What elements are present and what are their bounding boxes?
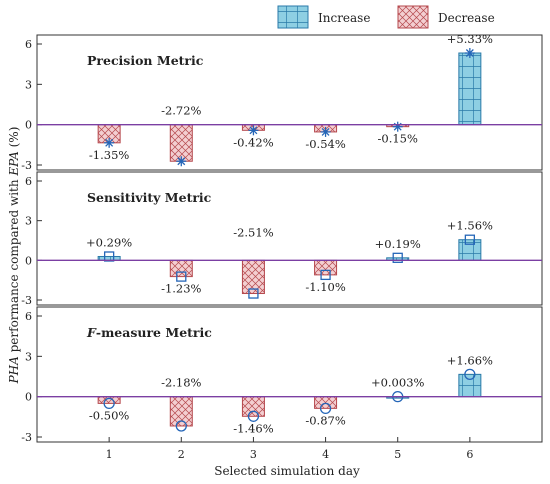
marker-star [176, 156, 187, 167]
y-tick-label: 3 [25, 78, 32, 91]
panel-frame [36, 306, 543, 443]
y-tick-label: 6 [25, 310, 32, 323]
marker-star [320, 126, 331, 137]
marker-star-stroke [249, 126, 258, 135]
x-tick-label: 4 [322, 448, 329, 461]
bar-day-6 [458, 373, 482, 398]
chart-panels: -3 0 3 6 -1.35% -2.72% -0.42% -0.54% -0.15% +5.33… [21, 32, 543, 461]
data-label-day-1: +0.29% [86, 235, 132, 249]
data-label-day-5: +0.19% [375, 237, 421, 251]
data-label-day-3: -0.42% [233, 135, 273, 149]
legend-swatch-decrease [397, 5, 429, 29]
bar-day-2 [169, 259, 193, 278]
x-tick-label: 5 [394, 448, 401, 461]
data-label-day-6: +5.33% [447, 32, 493, 46]
x-tick-label: 1 [106, 448, 113, 461]
y-tick-label: -3 [21, 431, 32, 444]
y-axis-label-unit: (%) [7, 127, 21, 152]
y-tick-label: 0 [25, 254, 32, 267]
y-tick-label: -3 [21, 294, 32, 307]
panel-title-text: Sensitivity Metric [87, 190, 212, 205]
marker-circle [319, 402, 332, 415]
data-label-day-2: -2.18% [161, 376, 201, 390]
data-label-day-6: +1.66% [447, 353, 493, 367]
marker-square [176, 271, 187, 282]
marker-star [248, 125, 259, 136]
legend-label-decrease: Decrease [438, 11, 495, 25]
marker-circle [175, 420, 187, 432]
marker-square [392, 252, 403, 263]
marker-star-stroke [177, 157, 186, 166]
data-label-day-4: -1.10% [305, 280, 345, 294]
x-tick-label: 3 [250, 448, 257, 461]
marker-star-stroke [465, 49, 474, 57]
data-label-day-2: -2.72% [161, 104, 201, 118]
marker-star [464, 48, 475, 59]
bar-day-6 [458, 239, 482, 261]
marker-square [320, 269, 331, 281]
marker-square [464, 234, 476, 245]
bar-day-1 [97, 396, 121, 404]
panel-title-text: -measure Metric [96, 325, 212, 340]
marker-circle [464, 368, 476, 380]
legend-swatch-increase [277, 5, 309, 29]
y-axis-label: PHA performance compared with EPA (%) [7, 127, 21, 385]
y-tick-label: 0 [25, 119, 32, 132]
bar-day-3 [241, 396, 265, 417]
y-tick-label: 3 [25, 350, 32, 363]
data-label-day-3: -2.51% [233, 225, 273, 239]
x-axis-label: Selected simulation day [214, 464, 360, 478]
panel-title: Sensitivity Metric [87, 190, 212, 205]
y-axis-label-epa: EPA [7, 151, 21, 177]
y-tick-label: 3 [25, 215, 32, 228]
y-tick-label: 6 [25, 38, 32, 51]
panel-title: F-measure Metric [86, 325, 212, 340]
panel-frame [36, 34, 543, 171]
marker-star [392, 121, 403, 132]
data-label-day-5: +0.003% [371, 376, 425, 390]
data-label-day-1: -1.35% [89, 148, 129, 162]
y-tick-label: 0 [25, 391, 32, 404]
data-label-day-4: -0.54% [305, 137, 345, 151]
bar-day-2 [169, 124, 193, 162]
marker-square [248, 288, 259, 299]
bar-day-4 [314, 259, 338, 276]
panel-title-italic: F [86, 325, 97, 340]
panel-1: -3 0 3 6 -1.35% -2.72% -0.42% -0.54% -0.15% +5.33… [21, 32, 543, 172]
x-tick-label: 6 [466, 448, 473, 461]
y-tick-label: 6 [25, 175, 32, 188]
data-label-day-6: +1.56% [447, 219, 493, 233]
legend-label-increase: Increase [318, 11, 370, 25]
marker-star-stroke [321, 127, 330, 136]
panel-title: Precision Metric [87, 53, 204, 68]
x-tick-label: 2 [178, 448, 185, 461]
panel-2: -3 0 3 6 +0.29% -1.23% -2.51% -1.10% +0.19% +1.56… [21, 171, 543, 307]
data-label-day-5: -0.15% [378, 132, 418, 146]
marker-star [104, 137, 115, 148]
y-axis-label-mid: performance compared with [7, 176, 21, 357]
panel-frame [36, 171, 543, 306]
bar-day-6 [458, 52, 482, 126]
y-tick-label: -3 [21, 159, 32, 172]
data-label-day-1: -0.50% [89, 408, 129, 422]
marker-star-stroke [105, 138, 114, 147]
marker-circle [103, 397, 115, 410]
y-axis-label-pha: PHA [7, 356, 21, 385]
data-label-day-3: -1.46% [233, 421, 273, 435]
legend: Increase Decrease [277, 5, 495, 29]
data-label-day-4: -0.87% [305, 413, 345, 427]
bar-day-4 [314, 396, 338, 409]
data-label-day-2: -1.23% [161, 282, 201, 296]
marker-circle [247, 410, 260, 422]
panel-3: -3 0 3 6 -0.50% -2.18% -1.46% -0.87% +0.003% +1.6… [21, 306, 543, 444]
panel-title-text: Precision Metric [87, 53, 204, 68]
